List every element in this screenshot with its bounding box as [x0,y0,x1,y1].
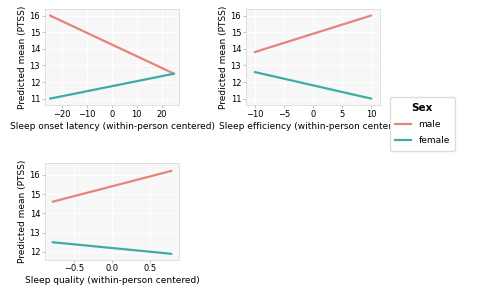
Y-axis label: Predicted mean (PTSS): Predicted mean (PTSS) [18,160,26,263]
X-axis label: Sleep onset latency (within-person centered): Sleep onset latency (within-person cente… [10,122,214,131]
X-axis label: Sleep quality (within-person centered): Sleep quality (within-person centered) [24,276,200,285]
Y-axis label: Predicted mean (PTSS): Predicted mean (PTSS) [18,5,26,109]
X-axis label: Sleep efficiency (within-person centered): Sleep efficiency (within-person centered… [219,122,407,131]
Y-axis label: Predicted mean (PTSS): Predicted mean (PTSS) [218,5,228,109]
Legend: male, female: male, female [390,97,455,150]
